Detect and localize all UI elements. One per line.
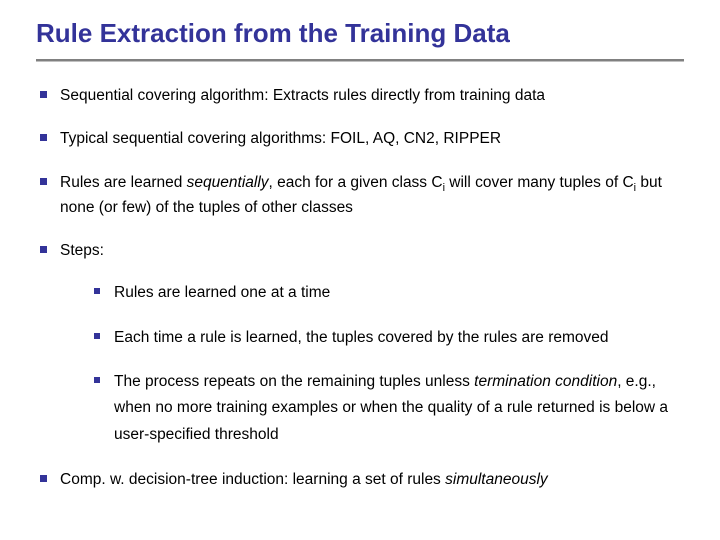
bullet-5-italic: simultaneously: [445, 471, 548, 488]
slide-container: Rule Extraction from the Training Data S…: [0, 0, 720, 531]
sub-bullet-3-text-a: The process repeats on the remaining tup…: [114, 373, 474, 390]
bullet-3-text-c: will cover many tuples of C: [445, 174, 634, 191]
sub-bullet-1: Rules are learned one at a time: [60, 280, 684, 306]
bullet-1: Sequential covering algorithm: Extracts …: [36, 84, 684, 107]
sub-bullet-list: Rules are learned one at a time Each tim…: [60, 280, 684, 448]
bullet-3-text-b: , each for a given class C: [269, 174, 443, 191]
bullet-3: Rules are learned sequentially, each for…: [36, 171, 684, 220]
divider-bottom-line: [36, 61, 684, 62]
slide-title: Rule Extraction from the Training Data: [36, 18, 684, 49]
sub-bullet-3: The process repeats on the remaining tup…: [60, 369, 684, 448]
bullet-2: Typical sequential covering algorithms: …: [36, 127, 684, 150]
bullet-2-text: Typical sequential covering algorithms: …: [60, 130, 501, 147]
bullet-5-text-a: Comp. w. decision-tree induction: learni…: [60, 471, 445, 488]
title-divider: [36, 59, 684, 62]
bullet-3-italic: sequentially: [187, 174, 269, 191]
main-bullet-list: Sequential covering algorithm: Extracts …: [36, 84, 684, 491]
sub-bullet-2: Each time a rule is learned, the tuples …: [60, 325, 684, 351]
sub-bullet-2-text: Each time a rule is learned, the tuples …: [114, 329, 609, 346]
sub-bullet-1-text: Rules are learned one at a time: [114, 284, 330, 301]
bullet-4: Steps: Rules are learned one at a time E…: [36, 239, 684, 448]
sub-bullet-3-italic: termination condition: [474, 373, 617, 390]
bullet-5: Comp. w. decision-tree induction: learni…: [36, 468, 684, 491]
bullet-4-text: Steps:: [60, 242, 104, 259]
bullet-1-text: Sequential covering algorithm: Extracts …: [60, 87, 545, 104]
bullet-3-text-a: Rules are learned: [60, 174, 187, 191]
